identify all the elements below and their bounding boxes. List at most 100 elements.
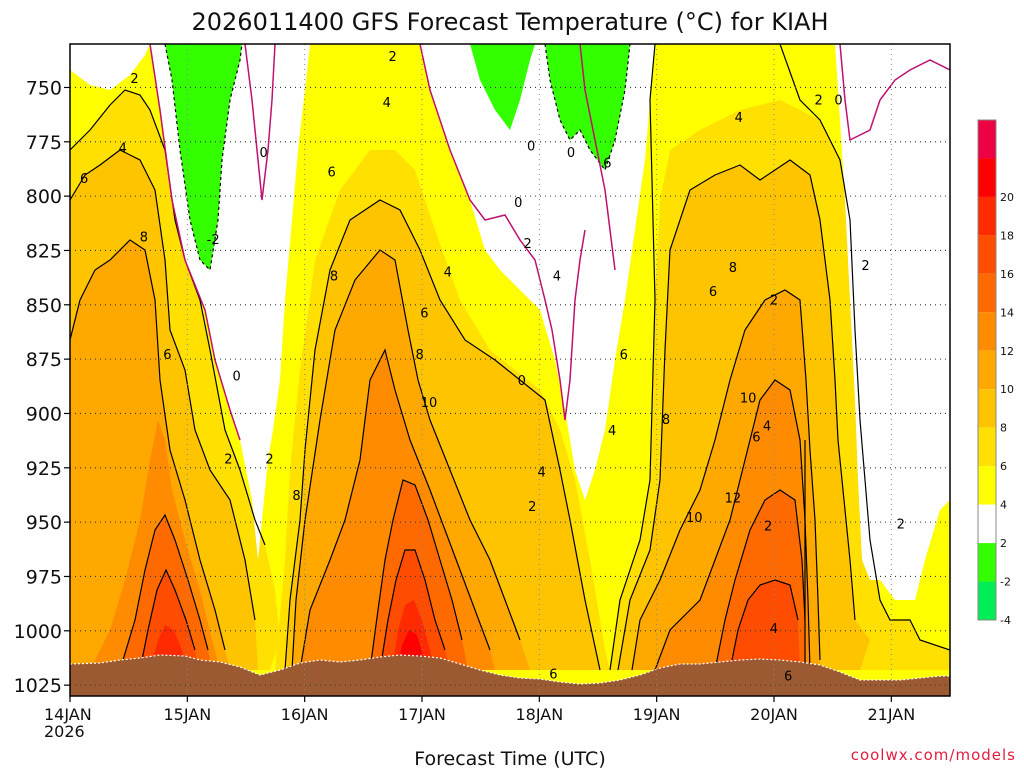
legend: 20 18 16 14 12 10 8 6 4 2 -2 -4 <box>977 119 1014 627</box>
legend-label: 4 <box>1000 499 1007 512</box>
contour-line-day5-6 <box>631 289 821 671</box>
contour-label: 4 <box>538 465 546 480</box>
legend-label: 10 <box>1000 383 1014 396</box>
band-0-2-left-top <box>70 44 150 90</box>
contour-label: 2 <box>224 452 232 467</box>
contour-line-day3-10 <box>369 479 463 671</box>
contour-label: 4 <box>119 141 127 156</box>
contour-line-left-6 <box>70 239 226 651</box>
contour-label: 8 <box>729 261 737 276</box>
contour-label: 2 <box>764 520 772 535</box>
legend-swatch <box>978 504 996 544</box>
contour-label: 0 <box>514 196 522 211</box>
contour-label: 4 <box>770 622 778 637</box>
contour-label: 0 <box>834 94 842 109</box>
legend-swatch <box>978 158 996 197</box>
x-tick-sublabel: 2026 <box>44 722 85 741</box>
contour-label: 6 <box>620 348 628 363</box>
contour-label: 2 <box>523 237 531 252</box>
contour-line-right-2 <box>779 44 950 651</box>
zero-line-day1 <box>149 44 241 441</box>
contour-label: 6 <box>163 348 171 363</box>
contour-label: 4 <box>763 420 771 435</box>
legend-swatch <box>978 543 996 582</box>
credit-text[interactable]: coolwx.com/models <box>851 746 1016 764</box>
contour-label: 10 <box>686 511 703 526</box>
contour-label: 2 <box>389 50 397 65</box>
contour-label: 10 <box>421 396 438 411</box>
contour-label: 12 <box>725 491 742 506</box>
contour-label: 2 <box>265 452 273 467</box>
contour-label: 6 <box>549 667 557 682</box>
contour-label: 6 <box>784 670 792 685</box>
x-tick-label: 20JAN <box>750 705 798 724</box>
legend-label: 14 <box>1000 306 1014 319</box>
legend-swatch <box>978 581 996 620</box>
contour-line-day3-12 <box>379 549 446 671</box>
legend-label: 20 <box>1000 191 1014 204</box>
contour-label: 4 <box>553 270 561 285</box>
contour-label: 4 <box>383 96 391 111</box>
x-tick-label: 18JAN <box>515 705 563 724</box>
surface-ground <box>70 655 950 696</box>
contour-line-day2-8 <box>299 348 491 671</box>
contour-line-day5-4 <box>617 159 856 671</box>
contour-label: 2 <box>814 94 822 109</box>
contour-line-left-12 <box>139 568 196 671</box>
y-tick-label: 875 <box>26 349 62 371</box>
contour-line-left-2 <box>70 89 266 546</box>
y-tick-label: 925 <box>26 458 62 480</box>
contour-label: 2 <box>130 72 138 87</box>
band-12-14-left <box>140 570 198 670</box>
y-tick-label: 950 <box>26 512 62 534</box>
contour-label: 6 <box>328 165 336 180</box>
zero-line-day1b <box>244 44 276 201</box>
y-tick-label: 1025 <box>14 675 62 697</box>
legend-swatch <box>978 466 996 505</box>
contour-label: 8 <box>662 413 670 428</box>
legend-swatch <box>978 350 996 390</box>
contour-line-day2-6 <box>291 249 521 671</box>
contour-label: 0 <box>527 139 535 154</box>
contour-label: 10 <box>740 391 757 406</box>
contour-label: 0 <box>518 374 526 389</box>
legend-swatch <box>978 235 996 274</box>
contour-label: -2 <box>207 233 220 248</box>
x-tick-label: 21JAN <box>867 705 915 724</box>
zero-lines <box>149 44 950 441</box>
contour-label: 6 <box>752 431 760 446</box>
legend-swatch <box>978 389 996 428</box>
contour-label: 4 <box>608 424 616 439</box>
grid <box>70 44 950 696</box>
contour-label: 2 <box>861 259 869 274</box>
contour-label: 0 <box>567 146 575 161</box>
contour-line-day6-12 <box>729 579 799 671</box>
contour-label: 2 <box>528 500 536 515</box>
legend-label: 2 <box>1000 537 1007 550</box>
legend-swatch <box>978 273 996 313</box>
contour-label: 6 <box>80 172 88 187</box>
chart-title: 2026011400 GFS Forecast Temperature (°C)… <box>191 8 828 36</box>
x-axis-label: Forecast Time (UTC) <box>414 748 605 768</box>
zero-line-day4b <box>579 44 616 271</box>
contour-label: 8 <box>330 270 338 285</box>
legend-swatch <box>978 196 996 236</box>
band-below-0-day4a <box>470 44 535 130</box>
contour-label: 8 <box>292 489 300 504</box>
x-tick-label: 19JAN <box>633 705 681 724</box>
contour-label: 6 <box>420 307 428 322</box>
legend-swatch <box>978 312 996 351</box>
y-tick-label: 800 <box>26 186 62 208</box>
x-tick-label: 16JAN <box>281 705 329 724</box>
contour-line-freezing-day4 <box>544 44 631 172</box>
contour-label: 6 <box>603 157 611 172</box>
x-tick-label: 15JAN <box>163 705 211 724</box>
band-below-0-day1 <box>165 44 242 270</box>
y-axis: 750 775 800 825 850 875 900 925 950 975 1000 1025 <box>14 77 70 697</box>
legend-frame <box>977 119 997 621</box>
y-tick-label: 1000 <box>14 621 62 643</box>
contour-label: 4 <box>444 265 452 280</box>
